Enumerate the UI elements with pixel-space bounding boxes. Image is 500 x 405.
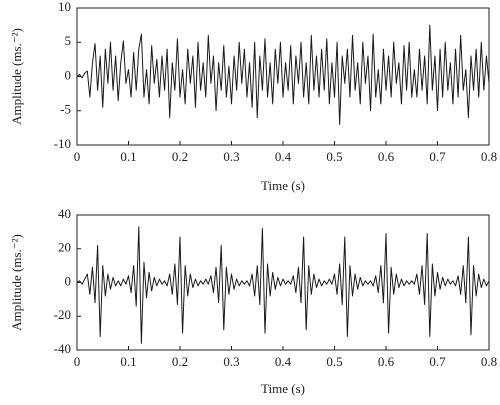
x-tick-label: 0.5 bbox=[326, 354, 342, 369]
y-tick-label: 10 bbox=[58, 0, 71, 14]
x-tick-label: 0.1 bbox=[120, 354, 136, 369]
y-tick-label: -10 bbox=[54, 136, 71, 151]
y-tick-label: 20 bbox=[58, 240, 71, 255]
x-tick-label: 0 bbox=[74, 354, 81, 369]
x-tick-label: 0.8 bbox=[481, 354, 497, 369]
x-axis-label: Time (s) bbox=[261, 381, 305, 396]
x-tick-label: 0.3 bbox=[223, 354, 239, 369]
x-tick-label: 0 bbox=[74, 149, 81, 164]
y-tick-label: 40 bbox=[58, 206, 71, 221]
y-axis-label: Amplitude (ms.⁻²) bbox=[9, 28, 24, 125]
x-tick-label: 0.7 bbox=[429, 149, 446, 164]
x-tick-label: 0.8 bbox=[481, 149, 497, 164]
x-tick-label: 0.2 bbox=[172, 149, 188, 164]
plot-frame bbox=[76, 7, 490, 146]
y-tick-label: 0 bbox=[65, 273, 72, 288]
x-tick-label: 0.4 bbox=[275, 354, 292, 369]
y-tick-label: -40 bbox=[54, 341, 71, 356]
x-tick-label: 0.7 bbox=[429, 354, 446, 369]
y-tick-label: -20 bbox=[54, 307, 71, 322]
y-tick-label: 5 bbox=[65, 33, 72, 48]
x-tick-label: 0.6 bbox=[378, 149, 395, 164]
x-tick-label: 0.5 bbox=[326, 149, 342, 164]
signal-line bbox=[76, 24, 490, 125]
x-tick-label: 0.4 bbox=[275, 149, 292, 164]
y-tick-label: -5 bbox=[60, 102, 71, 117]
x-axis-label: Time (s) bbox=[261, 178, 305, 193]
x-tick-label: 0.2 bbox=[172, 354, 188, 369]
y-tick-label: 0 bbox=[65, 67, 72, 82]
x-tick-label: 0.1 bbox=[120, 149, 136, 164]
signal-line bbox=[76, 226, 490, 344]
y-axis-label: Amplitude (ms.⁻²) bbox=[9, 234, 24, 331]
x-tick-label: 0.3 bbox=[223, 149, 239, 164]
x-tick-label: 0.6 bbox=[378, 354, 395, 369]
